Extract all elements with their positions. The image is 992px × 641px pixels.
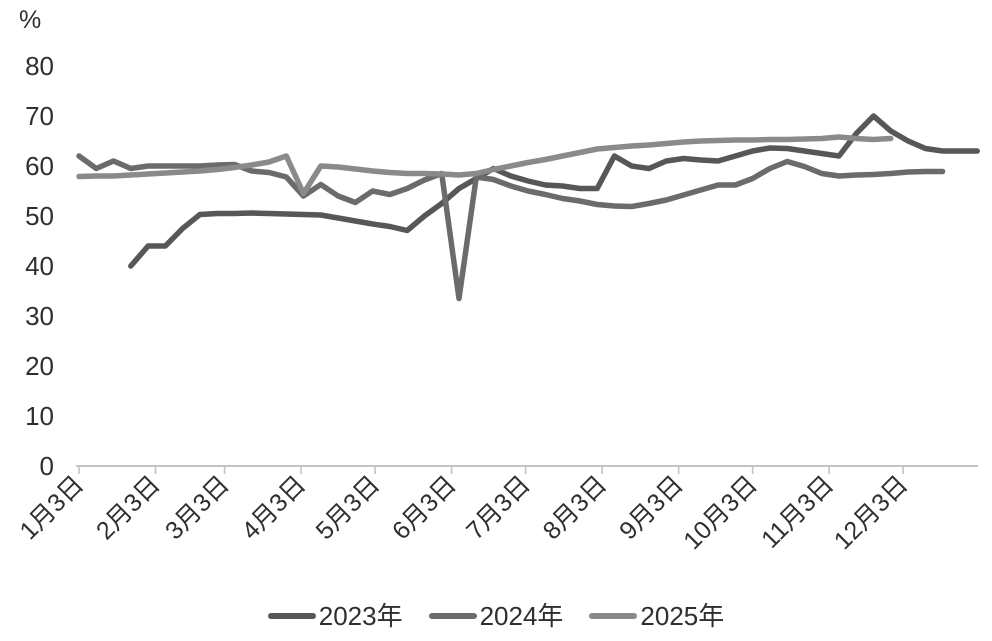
x-axis-tick-label: 5月3日: [311, 470, 386, 545]
x-axis-tick-label: 11月3日: [756, 470, 839, 553]
x-axis-tick-label: 2月3日: [91, 470, 166, 545]
y-axis-tick-label: 40: [25, 251, 54, 281]
y-axis-tick-label: 50: [25, 201, 54, 231]
x-axis-tick-label: 6月3日: [387, 470, 462, 545]
y-axis-tick-label: 20: [25, 351, 54, 381]
y-axis-tick-label: 10: [25, 401, 54, 431]
chart-legend: 2023年 2024年 2025年: [0, 598, 992, 634]
legend-swatch-2024年: [428, 613, 477, 619]
series-line-2025年: [76, 134, 894, 197]
x-axis-tick-label: 8月3日: [538, 470, 613, 545]
y-axis-unit-label: %: [19, 6, 42, 34]
legend-item-2024年: 2024年: [428, 601, 564, 631]
legend-label: 2024年: [479, 601, 564, 631]
x-axis-tick-label: 3月3日: [160, 470, 235, 545]
legend-swatch-2023年: [267, 613, 316, 619]
legend-label: 2023年: [318, 601, 403, 631]
series-line-2024年: [76, 153, 946, 302]
x-axis-tick-label: 10月3日: [678, 470, 763, 555]
x-axis-tick-label: 9月3日: [614, 470, 689, 545]
y-axis-tick-label: 30: [25, 301, 54, 331]
x-axis-tick-label: 7月3日: [461, 470, 536, 545]
legend-item-2025年: 2025年: [589, 603, 724, 629]
legend-swatch-2025年: [589, 613, 638, 619]
x-axis-tick-label: 1月3日: [14, 470, 89, 545]
x-axis-tick-label: 4月3日: [236, 470, 311, 545]
series-line-2023年: [128, 113, 980, 269]
x-axis-tick-label: 12月3日: [829, 470, 914, 555]
legend-item-2023年: 2023年: [267, 601, 403, 631]
y-axis-tick-label: 60: [25, 151, 54, 181]
y-axis-tick-label: 70: [25, 101, 54, 131]
legend-label: 2025年: [640, 601, 725, 631]
y-axis-tick-label: 80: [25, 51, 54, 81]
y-axis-tick-label: 0: [40, 451, 54, 481]
